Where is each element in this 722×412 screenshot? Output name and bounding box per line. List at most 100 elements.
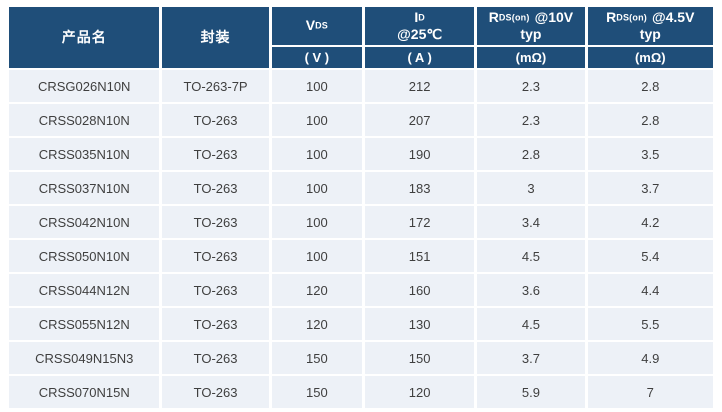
cell-package: TO-263 xyxy=(162,308,269,340)
unit-id: ( A ) xyxy=(364,47,475,68)
cell-id: 172 xyxy=(364,206,475,238)
cell-rds45: 3.5 xyxy=(587,138,713,170)
table-row: CRSG026N10N TO-263-7P 100 212 2.3 2.8 xyxy=(9,70,713,102)
table-row: CRSS055N12N TO-263 120 130 4.5 5.5 xyxy=(9,308,713,340)
rds45-symbol: RDS(on) @4.5V xyxy=(588,9,713,27)
rds10-symbol: RDS(on) @10V xyxy=(477,9,584,27)
cell-id: 150 xyxy=(364,342,475,374)
cell-id: 151 xyxy=(364,240,475,272)
cell-package: TO-263 xyxy=(162,376,269,408)
cell-rds10: 3 xyxy=(477,172,585,204)
cell-vds: 100 xyxy=(271,138,362,170)
table-body: CRSG026N10N TO-263-7P 100 212 2.3 2.8 CR… xyxy=(9,70,713,408)
table-header: 产品名 封装 VDS ID @25℃ RDS(on) @10V typ RDS(o… xyxy=(9,7,713,68)
unit-vds: ( V ) xyxy=(271,47,362,68)
cell-rds45: 4.4 xyxy=(587,274,713,306)
cell-rds10: 3.6 xyxy=(477,274,585,306)
cell-vds: 120 xyxy=(271,308,362,340)
rds10-base: R xyxy=(488,8,499,25)
cell-id: 207 xyxy=(364,104,475,136)
cell-vds: 100 xyxy=(271,70,362,102)
vds-symbol: VDS xyxy=(272,17,362,35)
cell-id: 130 xyxy=(364,308,475,340)
header-package: 封装 xyxy=(162,7,269,68)
cell-product: CRSS044N12N xyxy=(9,274,160,306)
cell-id: 190 xyxy=(364,138,475,170)
table-row: CRSS044N12N TO-263 120 160 3.6 4.4 xyxy=(9,274,713,306)
cell-product: CRSS050N10N xyxy=(9,240,160,272)
header-id: ID @25℃ xyxy=(364,7,475,45)
header-vds: VDS xyxy=(271,7,362,45)
table-row: CRSS037N10N TO-263 100 183 3 3.7 xyxy=(9,172,713,204)
cell-vds: 150 xyxy=(271,376,362,408)
cell-product: CRSS037N10N xyxy=(9,172,160,204)
id-condition: @25℃ xyxy=(397,26,443,42)
rds45-condition: @4.5V xyxy=(651,8,695,25)
rds45-typ: typ xyxy=(639,26,661,42)
cell-package: TO-263 xyxy=(162,342,269,374)
cell-package: TO-263 xyxy=(162,138,269,170)
cell-package: TO-263 xyxy=(162,206,269,238)
table-row: CRSS035N10N TO-263 100 190 2.8 3.5 xyxy=(9,138,713,170)
unit-rds10: (mΩ) xyxy=(477,47,585,68)
cell-rds10: 2.3 xyxy=(477,70,585,102)
cell-rds45: 5.4 xyxy=(587,240,713,272)
mosfet-spec-table: 产品名 封装 VDS ID @25℃ RDS(on) @10V typ RDS(o… xyxy=(6,5,716,410)
cell-id: 160 xyxy=(364,274,475,306)
cell-rds45: 4.9 xyxy=(587,342,713,374)
cell-rds10: 4.5 xyxy=(477,308,585,340)
cell-product: CRSS049N15N3 xyxy=(9,342,160,374)
cell-rds10: 5.9 xyxy=(477,376,585,408)
cell-product: CRSS070N15N xyxy=(9,376,160,408)
cell-package: TO-263 xyxy=(162,274,269,306)
id-symbol: ID xyxy=(365,9,474,27)
cell-product: CRSG026N10N xyxy=(9,70,160,102)
cell-rds45: 5.5 xyxy=(587,308,713,340)
header-rds-45v: RDS(on) @4.5V typ xyxy=(587,7,713,45)
cell-id: 183 xyxy=(364,172,475,204)
cell-product: CRSS042N10N xyxy=(9,206,160,238)
cell-id: 212 xyxy=(364,70,475,102)
table-row: CRSS028N10N TO-263 100 207 2.3 2.8 xyxy=(9,104,713,136)
cell-vds: 100 xyxy=(271,172,362,204)
id-subscript: D xyxy=(418,12,425,22)
cell-package: TO-263-7P xyxy=(162,70,269,102)
vds-base: V xyxy=(305,17,316,34)
cell-rds45: 7 xyxy=(587,376,713,408)
cell-product: CRSS035N10N xyxy=(9,138,160,170)
cell-vds: 120 xyxy=(271,274,362,306)
cell-rds45: 4.2 xyxy=(587,206,713,238)
header-product: 产品名 xyxy=(9,7,160,68)
cell-rds45: 2.8 xyxy=(587,70,713,102)
cell-package: TO-263 xyxy=(162,240,269,272)
cell-vds: 100 xyxy=(271,240,362,272)
table-row: CRSS070N15N TO-263 150 120 5.9 7 xyxy=(9,376,713,408)
cell-package: TO-263 xyxy=(162,104,269,136)
cell-product: CRSS028N10N xyxy=(9,104,160,136)
rds10-condition: @10V xyxy=(534,8,574,25)
table-row: CRSS049N15N3 TO-263 150 150 3.7 4.9 xyxy=(9,342,713,374)
id-base: I xyxy=(414,8,419,25)
header-row-units: ( V ) ( A ) (mΩ) (mΩ) xyxy=(9,47,713,68)
cell-id: 120 xyxy=(364,376,475,408)
cell-vds: 100 xyxy=(271,206,362,238)
rds10-subscript: DS(on) xyxy=(498,12,530,22)
rds10-typ: typ xyxy=(520,26,542,42)
rds45-subscript: DS(on) xyxy=(616,12,647,22)
cell-vds: 150 xyxy=(271,342,362,374)
cell-rds10: 2.3 xyxy=(477,104,585,136)
table-row: CRSS042N10N TO-263 100 172 3.4 4.2 xyxy=(9,206,713,238)
header-row-labels: 产品名 封装 VDS ID @25℃ RDS(on) @10V typ RDS(o… xyxy=(9,7,713,68)
header-rds-10v: RDS(on) @10V typ xyxy=(477,7,585,45)
rds45-base: R xyxy=(606,8,617,25)
cell-rds10: 2.8 xyxy=(477,138,585,170)
cell-product: CRSS055N12N xyxy=(9,308,160,340)
cell-rds10: 3.7 xyxy=(477,342,585,374)
cell-vds: 100 xyxy=(271,104,362,136)
cell-rds45: 3.7 xyxy=(587,172,713,204)
unit-rds45: (mΩ) xyxy=(587,47,713,68)
cell-rds10: 4.5 xyxy=(477,240,585,272)
cell-rds10: 3.4 xyxy=(477,206,585,238)
table-row: CRSS050N10N TO-263 100 151 4.5 5.4 xyxy=(9,240,713,272)
